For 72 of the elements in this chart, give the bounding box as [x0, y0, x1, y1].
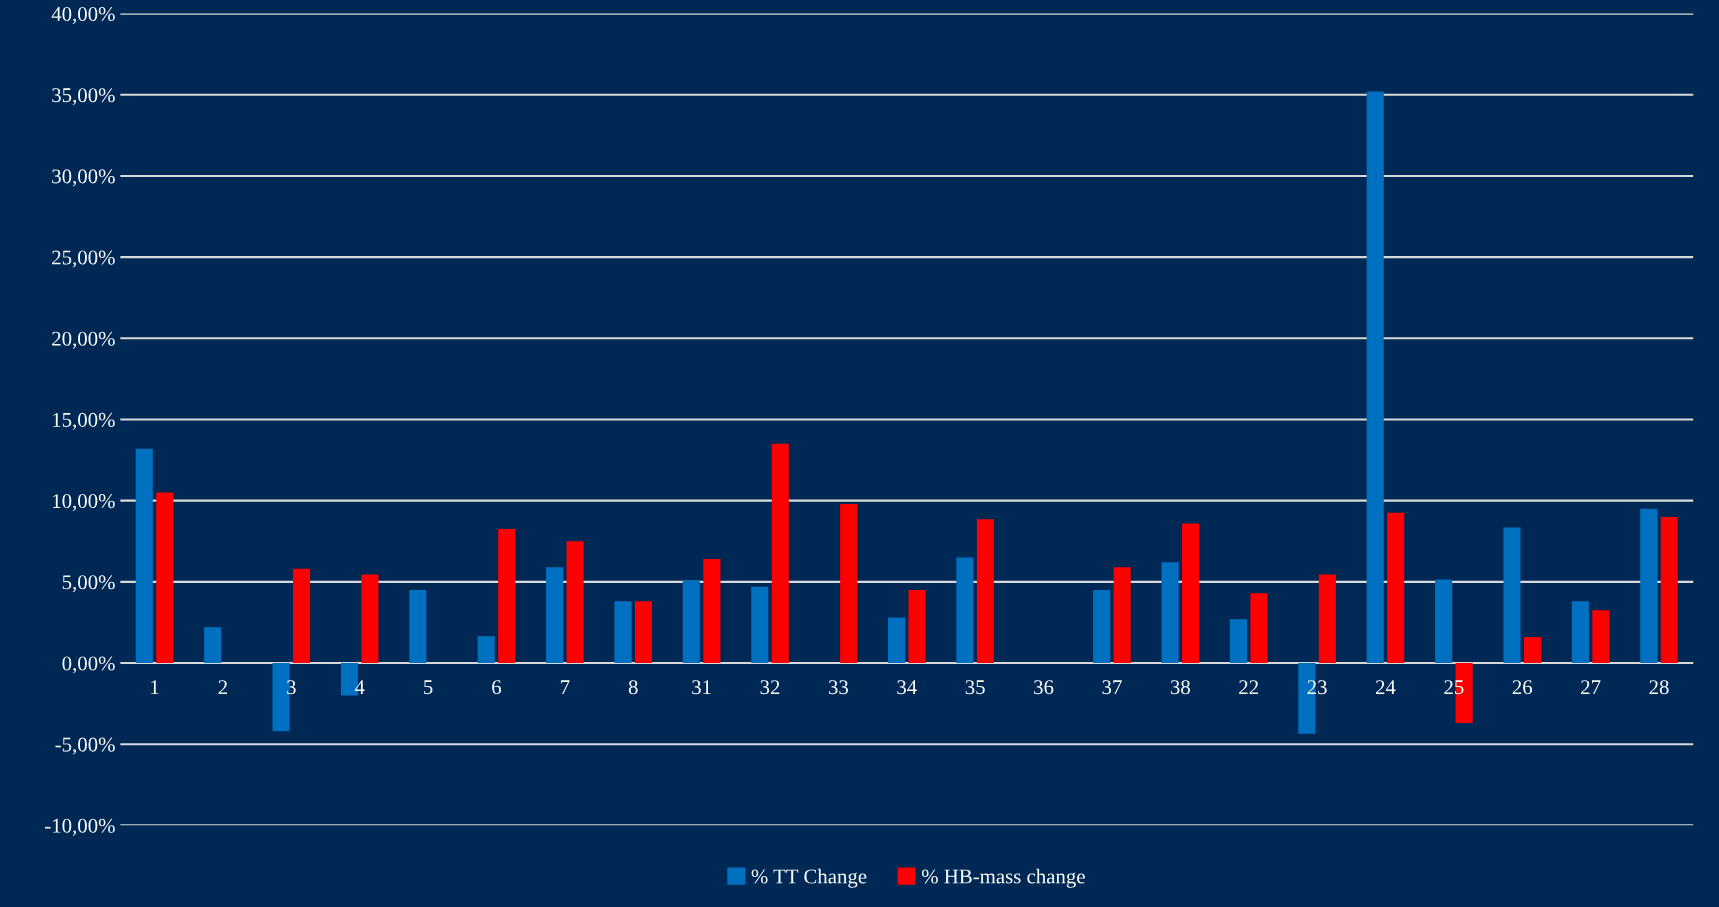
x-tick-label: 22	[1239, 680, 1258, 694]
y-tick-label: 35,00%	[52, 88, 115, 106]
bar	[546, 567, 564, 664]
y-tick-label: 30,00%	[52, 169, 115, 187]
bar	[1592, 610, 1610, 664]
x-tick-label: 35	[965, 680, 985, 695]
x-tick-label: 6	[492, 680, 502, 695]
bar	[1435, 579, 1453, 664]
bar	[566, 541, 584, 664]
bar	[498, 529, 516, 664]
x-tick-label: 8	[628, 680, 638, 695]
bar	[1182, 523, 1200, 664]
x-tick-label: 33	[828, 680, 848, 695]
bar	[204, 627, 222, 664]
y-tick-label: 0,00%	[62, 656, 115, 674]
x-tick-label: 3	[287, 680, 296, 695]
x-tick-label: 26	[1512, 680, 1533, 695]
bar	[409, 589, 427, 664]
bar	[1229, 619, 1247, 664]
bar	[976, 519, 994, 664]
bar	[1318, 574, 1336, 664]
x-tick-label: 4	[354, 680, 365, 694]
x-tick-label: 38	[1170, 680, 1190, 695]
y-tick-label: -5,00%	[55, 737, 115, 755]
x-tick-label: 32	[760, 680, 780, 695]
y-tick-label: 10,00%	[53, 494, 115, 512]
bar	[293, 568, 311, 664]
x-tick-label: 7	[561, 680, 570, 694]
bar	[634, 601, 653, 664]
bar	[135, 448, 153, 664]
bar	[682, 580, 700, 664]
bar	[1387, 512, 1405, 664]
bar	[771, 443, 789, 664]
bar	[477, 636, 495, 664]
bar	[1161, 562, 1179, 664]
x-tick-label: 23	[1307, 680, 1327, 695]
bar	[956, 557, 974, 664]
bar	[703, 559, 721, 664]
bar	[1660, 516, 1678, 664]
x-tick-label: 34	[897, 680, 917, 695]
x-tick-label: 31	[692, 680, 711, 695]
x-tick-label: 37	[1102, 680, 1122, 695]
legend-label: % HB-mass change	[921, 868, 1085, 888]
bar	[156, 492, 174, 664]
x-tick-label: 27	[1581, 680, 1601, 694]
legend-label: % TT Change	[751, 868, 867, 888]
x-tick-label: 28	[1649, 680, 1669, 695]
bar	[1503, 527, 1521, 664]
bar	[614, 601, 632, 664]
bar	[361, 574, 379, 664]
x-tick-label: 24	[1375, 680, 1396, 694]
y-tick-label: 20,00%	[52, 331, 115, 349]
y-tick-label: -10,00%	[45, 818, 115, 836]
y-tick-label: 15,00%	[53, 412, 115, 430]
bar	[1250, 593, 1268, 664]
bar	[1113, 567, 1131, 664]
bar	[1093, 589, 1111, 664]
x-tick-label: 36	[1034, 680, 1054, 695]
bar	[751, 586, 769, 664]
y-tick-label: 25,00%	[52, 250, 115, 268]
bar	[908, 589, 926, 664]
bar	[1523, 637, 1542, 664]
x-tick-label: 5	[424, 680, 433, 695]
y-tick-label: 5,00%	[62, 575, 115, 593]
bar	[887, 617, 906, 664]
bar	[1571, 601, 1589, 664]
x-tick-label: 1	[151, 680, 159, 694]
bar	[1640, 508, 1658, 664]
y-tick-label: 40,00%	[51, 6, 115, 25]
x-tick-label: 2	[218, 680, 227, 694]
bar	[1366, 91, 1384, 664]
bar	[840, 503, 858, 664]
